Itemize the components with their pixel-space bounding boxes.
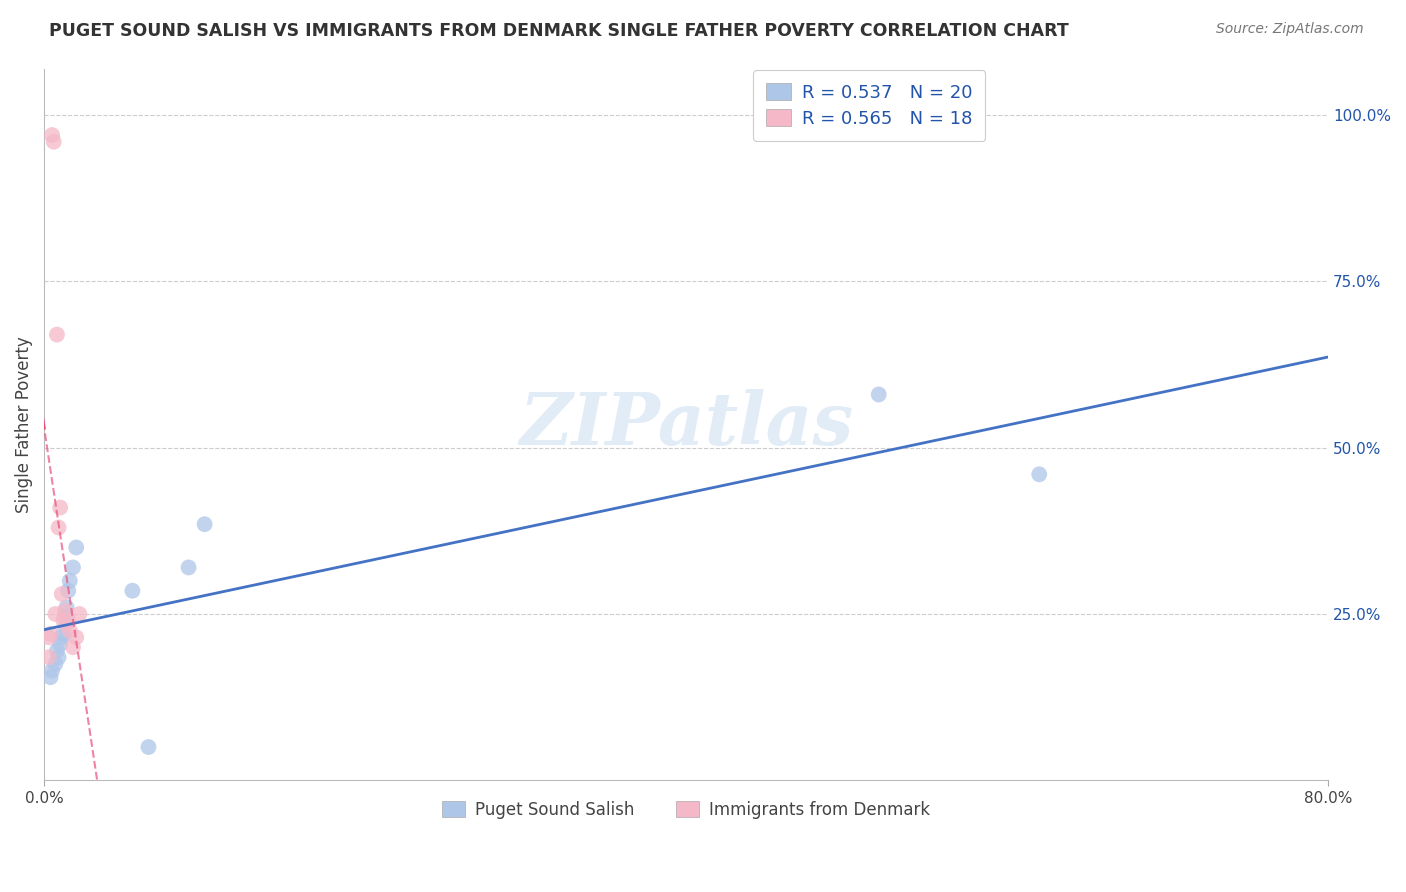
Point [49,500,72,515]
Point [55,600,77,615]
Point [194,517,217,532]
Text: Source: ZipAtlas.com: Source: ZipAtlas.com [1216,22,1364,37]
Point [51,587,73,601]
Point [56,614,79,628]
Point [67,607,90,621]
Point [62,560,84,574]
Point [46,643,69,657]
Point [44,607,66,621]
Point [65,541,87,555]
Point [53,610,76,624]
Point [48,520,70,534]
Point [52,627,75,641]
Point [59,574,82,588]
Point [39,627,62,641]
Legend: Puget Sound Salish, Immigrants from Denmark: Puget Sound Salish, Immigrants from Denm… [434,794,938,825]
Point [56,583,79,598]
Point [53,604,76,618]
Point [42,135,65,149]
Point [38,650,60,665]
Point [55,617,77,632]
Point [41,664,63,678]
Point [49,637,72,651]
Point [65,630,87,644]
Point [44,657,66,671]
Text: ZIPatlas: ZIPatlas [519,389,853,460]
Point [62,640,84,655]
Point [48,650,70,665]
Point [1028,467,1050,482]
Point [39,670,62,684]
Point [121,583,143,598]
Point [38,630,60,644]
Y-axis label: Single Father Poverty: Single Father Poverty [15,336,32,513]
Point [51,630,73,644]
Point [868,387,890,401]
Point [52,614,75,628]
Point [41,128,63,142]
Point [46,327,69,342]
Point [59,624,82,638]
Point [138,739,160,754]
Text: PUGET SOUND SALISH VS IMMIGRANTS FROM DENMARK SINGLE FATHER POVERTY CORRELATION : PUGET SOUND SALISH VS IMMIGRANTS FROM DE… [49,22,1069,40]
Point [177,560,200,574]
